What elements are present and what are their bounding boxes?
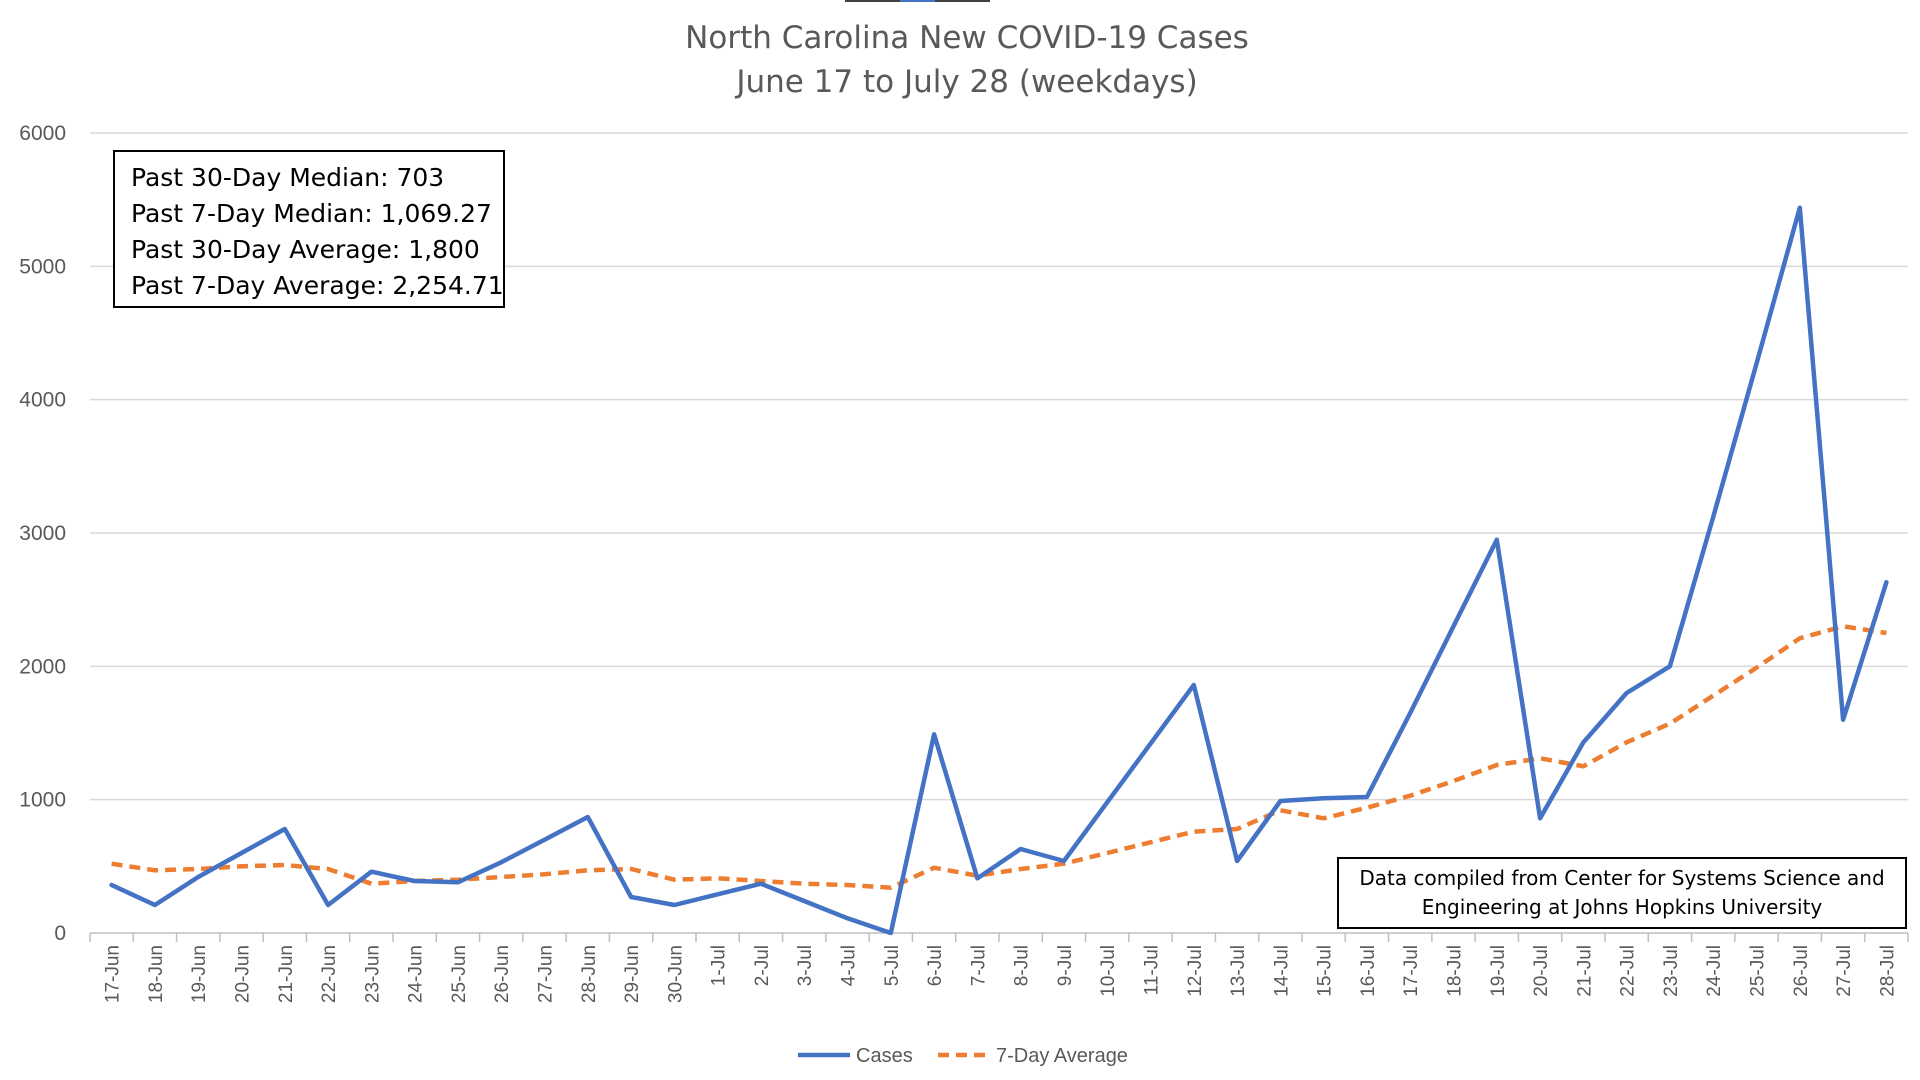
x-tick-label: 16-Jul [1358,945,1379,997]
y-tick-label: 4000 [19,389,66,412]
chart-subtitle: June 17 to July 28 (weekdays) [734,64,1197,100]
series-line-7-day-average [111,624,1887,890]
stat-30-day-average: Past 30-Day Average: 1,800 [131,235,480,264]
x-tick-label: 17-Jul [1401,945,1422,997]
source-note-line-1: Data compiled from Center for Systems Sc… [1359,866,1885,890]
x-tick-label: 26-Jun [492,945,513,1003]
y-tick-label: 6000 [19,122,66,145]
x-tick-label: 17-Jun [103,945,124,1003]
y-axis-ticks: 0 1000 2000 3000 4000 5000 6000 [19,122,66,945]
stat-7-day-median: Past 7-Day Median: 1,069.27 [131,199,492,228]
x-tick-label: 24-Jul [1704,945,1725,997]
x-tick-label: 20-Jun [233,945,254,1003]
x-tick-label: 26-Jul [1791,945,1812,997]
x-tick-label: 28-Jun [579,945,600,1003]
x-tick-label: 18-Jul [1445,945,1466,997]
x-tick-label: 20-Jul [1531,945,1552,997]
series-lines [109,205,1889,936]
x-tick-label: 24-Jun [406,945,427,1003]
legend-label: Cases [856,1045,913,1067]
gridlines [90,132,1908,801]
x-tick-label: 29-Jun [622,945,643,1003]
x-tick-label: 21-Jul [1574,945,1595,997]
x-tick-label: 22-Jun [319,945,340,1003]
x-tick-label: 14-Jul [1271,945,1292,997]
top-decoration [845,0,990,2]
stat-30-day-median: Past 30-Day Median: 703 [131,163,445,192]
x-tick-label: 13-Jul [1228,945,1249,997]
x-tick-label: 9-Jul [1055,945,1076,986]
source-note-line-2: Engineering at Johns Hopkins University [1421,895,1823,919]
y-tick-label: 3000 [19,522,66,545]
x-tick-label: 27-Jul [1834,945,1855,997]
x-tick-label: 23-Jul [1661,945,1682,997]
chart-title: North Carolina New COVID-19 Cases [685,20,1249,56]
legend-label: 7-Day Average [996,1045,1128,1067]
x-tick-label: 18-Jun [146,945,167,1003]
source-note: Data compiled from Center for Systems Sc… [1337,857,1907,929]
y-tick-label: 1000 [19,789,66,812]
y-tick-label: 2000 [19,655,66,678]
legend: Cases 7-Day Average [798,1045,1128,1067]
x-tick-label: 19-Jun [189,945,210,1003]
x-tick-label: 8-Jul [1012,945,1033,986]
stat-7-day-average: Past 7-Day Average: 2,254.71 [131,271,504,300]
y-tick-label: 0 [54,922,66,945]
x-tick-label: 21-Jun [276,945,297,1003]
x-tick-label: 10-Jul [1098,945,1119,997]
x-tick-label: 12-Jul [1185,945,1206,997]
series-line-cases [109,205,1889,936]
x-tick-label: 2-Jul [752,945,773,986]
x-tick-label: 4-Jul [839,945,860,986]
x-tick-label: 25-Jun [449,945,470,1003]
x-tick-label: 15-Jul [1315,945,1336,997]
x-tick-label: 6-Jul [925,945,946,986]
x-tick-label: 30-Jun [665,945,686,1003]
x-tick-label: 3-Jul [795,945,816,986]
x-tick-label: 23-Jun [362,945,383,1003]
x-tick-label: 19-Jul [1488,945,1509,997]
x-axis: 17-Jun 18-Jun 19-Jun 20-Jun 21-Jun 22-Jun 23-J… [89,932,1909,1003]
x-tick-label: 28-Jul [1877,945,1898,997]
x-tick-label: 25-Jul [1748,945,1769,997]
x-tick-label: 7-Jul [968,945,989,986]
x-tick-label: 1-Jul [709,945,730,986]
y-tick-label: 5000 [19,255,66,278]
x-tick-label: 27-Jun [536,945,557,1003]
stats-box: Past 30-Day Median: 703 Past 7-Day Media… [113,150,505,308]
x-tick-label: 22-Jul [1618,945,1639,997]
x-tick-label: 5-Jul [882,945,903,986]
x-tick-label: 11-Jul [1142,945,1163,995]
